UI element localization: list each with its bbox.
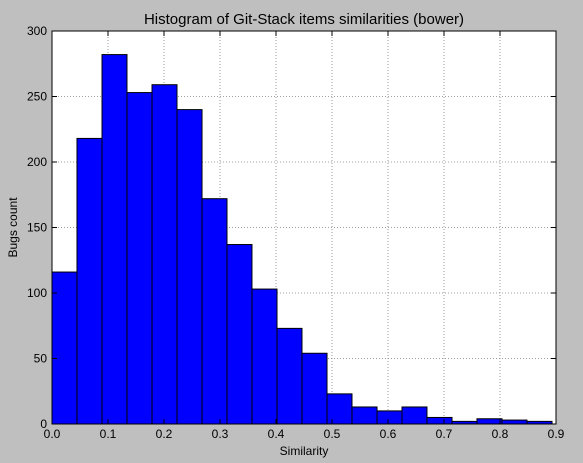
histogram-bar	[151, 84, 178, 425]
y-tick-label: 50	[34, 352, 48, 366]
x-axis-title: Similarity	[280, 444, 329, 458]
histogram-bar	[301, 352, 328, 425]
histogram-bar	[251, 288, 278, 425]
x-tick-label: 0.1	[100, 427, 117, 441]
bars	[51, 54, 553, 425]
histogram-bar	[426, 416, 453, 425]
x-tick-label: 0.7	[436, 427, 453, 441]
histogram-bar	[126, 92, 153, 425]
tick-labels: 0.0 0.1 0.2 0.3 0.4 0.5 0.6 0.7 0.8 0.9 0 50 100 150 2…	[27, 24, 565, 441]
histogram-bar	[76, 137, 103, 425]
histogram-bar	[101, 54, 128, 425]
histogram-bar	[326, 393, 353, 425]
histogram-bar	[226, 244, 253, 425]
axis-ticks	[51, 30, 557, 425]
x-tick-label: 0.2	[156, 427, 173, 441]
y-axis-title: Bugs count	[6, 197, 20, 258]
x-tick-label: 0.0	[44, 427, 61, 441]
chart-title: Histogram of Git-Stack items similaritie…	[144, 11, 464, 28]
histogram-bar	[401, 406, 428, 425]
histogram-bar	[276, 327, 303, 425]
y-tick-label: 0	[40, 417, 47, 431]
x-tick-label: 0.9	[548, 427, 565, 441]
histogram-bar	[476, 418, 503, 425]
y-tick-label: 250	[27, 90, 47, 104]
x-tick-label: 0.4	[268, 427, 285, 441]
histogram-bar	[176, 109, 203, 425]
x-tick-label: 0.5	[324, 427, 341, 441]
y-tick-label: 150	[27, 221, 47, 235]
x-tick-label: 0.3	[212, 427, 229, 441]
x-tick-label: 0.6	[380, 427, 397, 441]
histogram-bar	[376, 410, 403, 425]
y-tick-label: 200	[27, 155, 47, 169]
x-tick-label: 0.8	[492, 427, 509, 441]
y-tick-label: 100	[27, 286, 47, 300]
histogram-bar	[201, 198, 228, 425]
histogram-bar	[51, 271, 78, 425]
histogram-bar	[351, 406, 378, 425]
y-tick-label: 300	[27, 24, 47, 38]
histogram-bar	[501, 419, 528, 425]
